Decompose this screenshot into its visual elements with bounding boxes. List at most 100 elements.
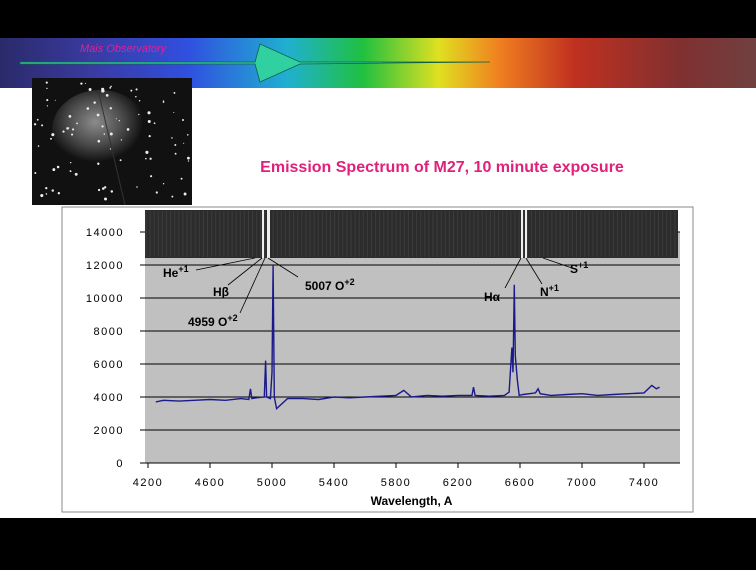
- star: [145, 150, 149, 154]
- star: [173, 91, 176, 94]
- strip-line: [267, 210, 270, 258]
- star: [136, 186, 138, 188]
- banner-text: Mais Observatory: [80, 43, 168, 55]
- annotation: N+1: [540, 283, 559, 299]
- strip-line: [521, 210, 523, 258]
- star: [50, 137, 52, 140]
- annotation-leader: [525, 257, 543, 285]
- star: [104, 197, 107, 201]
- star: [109, 86, 112, 89]
- annotation-sup: +1: [549, 283, 559, 293]
- nebula: [52, 90, 148, 170]
- star: [101, 87, 105, 91]
- star: [72, 128, 75, 131]
- star: [187, 160, 190, 162]
- annotation-sup: +1: [178, 264, 188, 274]
- star: [85, 82, 87, 84]
- x-tick-label: 7400: [629, 477, 659, 489]
- star: [149, 157, 152, 160]
- star: [97, 139, 101, 143]
- star: [145, 157, 147, 160]
- star: [33, 123, 37, 126]
- star: [80, 82, 83, 85]
- x-tick-label: 4200: [133, 477, 163, 489]
- star: [119, 159, 122, 162]
- annotation-text: N: [540, 285, 549, 299]
- annotation-leader: [504, 257, 522, 289]
- star: [147, 120, 151, 124]
- star: [68, 115, 72, 118]
- star: [45, 193, 48, 195]
- x-tick-label: 7000: [567, 477, 597, 489]
- y-tick-label: 4000: [94, 392, 124, 404]
- chart: 0 2000 4000 6000 8000 10000 12000 14000 4200 4600…: [86, 210, 680, 508]
- star: [51, 133, 55, 137]
- star: [182, 118, 184, 121]
- y-tick-label: 2000: [94, 425, 124, 437]
- star: [37, 145, 40, 147]
- star: [101, 187, 105, 190]
- star: [180, 177, 183, 180]
- star: [148, 135, 151, 138]
- star: [97, 162, 100, 165]
- star: [104, 186, 107, 189]
- plot-area: [145, 232, 680, 463]
- star: [162, 183, 165, 185]
- annotation: He+1: [163, 264, 189, 280]
- star: [57, 192, 61, 195]
- star: [76, 122, 78, 125]
- star: [183, 142, 185, 144]
- y-tick-label: 8000: [94, 326, 124, 338]
- star: [120, 139, 123, 141]
- star: [36, 118, 39, 121]
- annotation-leader: [239, 257, 266, 314]
- star: [130, 89, 133, 92]
- x-tick-label: 4600: [195, 477, 225, 489]
- star: [126, 128, 130, 131]
- star: [46, 87, 48, 90]
- strip-line: [525, 210, 527, 258]
- star: [52, 168, 56, 172]
- star: [74, 172, 78, 176]
- star: [34, 172, 37, 175]
- bottom-bar: [0, 518, 756, 570]
- y-tick-label: 14000: [86, 227, 124, 239]
- annotation-leader: [542, 257, 573, 269]
- star: [138, 100, 141, 102]
- star: [174, 143, 177, 146]
- y-tick-label: 10000: [86, 293, 124, 305]
- star: [147, 111, 151, 115]
- x-tick-label: 5400: [319, 477, 349, 489]
- annotation-sup: +2: [227, 313, 237, 323]
- annotation-text: Hβ: [213, 285, 229, 299]
- star: [46, 99, 49, 102]
- star: [135, 95, 137, 98]
- star: [93, 101, 96, 104]
- annotation: Hα: [484, 290, 501, 304]
- annotation-leader: [267, 257, 299, 278]
- star: [71, 133, 74, 136]
- star: [54, 99, 56, 101]
- y-tick-label: 0: [116, 458, 124, 470]
- spectrum-strip: [145, 210, 678, 258]
- annotation-text: 5007 O: [305, 279, 344, 293]
- star: [115, 118, 117, 120]
- star: [150, 175, 153, 178]
- star: [69, 170, 72, 172]
- star: [41, 124, 44, 127]
- star: [109, 132, 113, 136]
- annotation-text: S: [570, 262, 578, 276]
- annotation: 5007 O+2: [305, 277, 355, 293]
- star: [153, 122, 156, 125]
- star: [62, 130, 65, 133]
- star: [88, 88, 92, 91]
- star: [187, 134, 189, 136]
- y-tick-label: 12000: [86, 260, 124, 272]
- star: [118, 119, 121, 122]
- x-axis-label: Wavelength, A: [371, 494, 453, 508]
- star: [138, 113, 140, 116]
- star: [40, 193, 44, 198]
- star: [96, 113, 100, 117]
- star: [173, 112, 175, 114]
- star: [51, 189, 54, 192]
